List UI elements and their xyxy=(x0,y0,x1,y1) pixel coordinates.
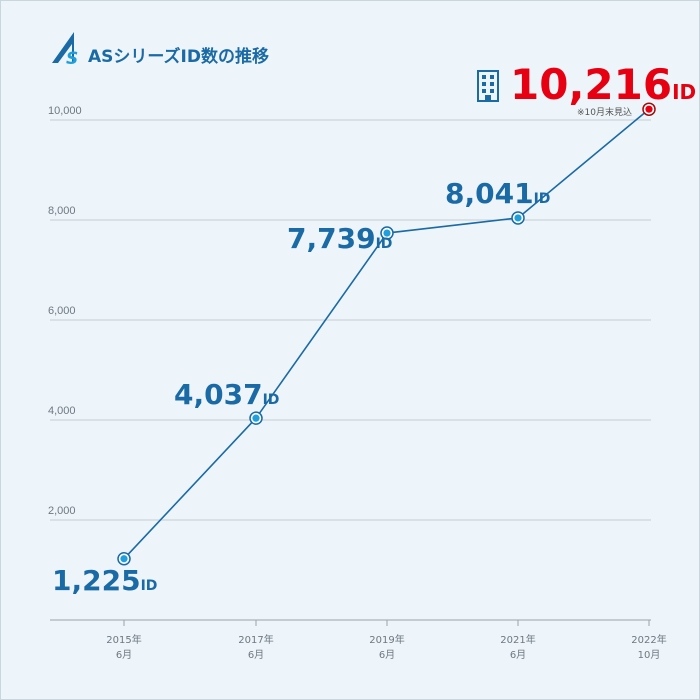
y-tick-label: 6,000 xyxy=(48,305,76,317)
value-number: 10,216 xyxy=(510,60,672,109)
value-number: 4,037 xyxy=(174,378,263,411)
value-unit: ID xyxy=(141,578,158,594)
chart-title: ASシリーズID数の推移 xyxy=(88,46,269,67)
data-point xyxy=(383,229,391,237)
data-point xyxy=(252,414,260,422)
data-point xyxy=(120,555,128,563)
value-label: 8,041ID xyxy=(445,177,550,210)
x-tick-label-month: 10月 xyxy=(638,649,661,661)
value-unit: ID xyxy=(672,80,696,104)
series-line xyxy=(123,108,650,560)
value-number: 7,739 xyxy=(287,222,376,255)
value-unit: ID xyxy=(263,392,280,408)
as-logo-icon: S xyxy=(52,32,78,69)
value-unit: ID xyxy=(376,236,393,252)
x-tick-label-month: 6月 xyxy=(510,649,526,661)
x-tick-label-year: 2021年 xyxy=(500,633,535,646)
x-tick-label-year: 2017年 xyxy=(238,633,273,646)
value-number: 1,225 xyxy=(52,564,141,597)
x-tick-label-month: 6月 xyxy=(379,649,395,661)
x-tick-label-month: 6月 xyxy=(116,649,132,661)
data-point xyxy=(514,214,522,222)
y-tick-label: 4,000 xyxy=(48,405,76,417)
data-point xyxy=(645,105,653,113)
forecast-note: ※10月末見込 xyxy=(577,106,632,118)
x-tick-label-month: 6月 xyxy=(248,649,264,661)
building-icon xyxy=(477,70,499,102)
x-axis: 2015年 6月 2017年 6月 2019年 6月 2021年 6月 2022年 10月 xyxy=(50,619,667,661)
value-label: 4,037ID xyxy=(174,378,279,411)
svg-text:S: S xyxy=(66,49,78,69)
y-tick-label: 8,000 xyxy=(48,205,76,217)
value-number: 8,041 xyxy=(445,177,534,210)
x-tick-label-year: 2019年 xyxy=(369,633,404,646)
value-label: 7,739ID xyxy=(287,222,392,255)
value-label: 1,225ID xyxy=(52,564,157,597)
value-unit: ID xyxy=(534,191,551,207)
x-tick-label-year: 2022年 xyxy=(631,633,666,646)
y-tick-label: 10,000 xyxy=(48,105,82,117)
header: S ASシリーズID数の推移 xyxy=(52,32,269,69)
y-grid: 2,000 4,000 6,000 8,000 10,000 xyxy=(48,105,651,521)
value-label: 10,216ID xyxy=(510,60,696,109)
y-tick-label: 2,000 xyxy=(48,505,76,517)
x-tick-label-year: 2015年 xyxy=(106,633,141,646)
series-layer xyxy=(117,102,656,566)
